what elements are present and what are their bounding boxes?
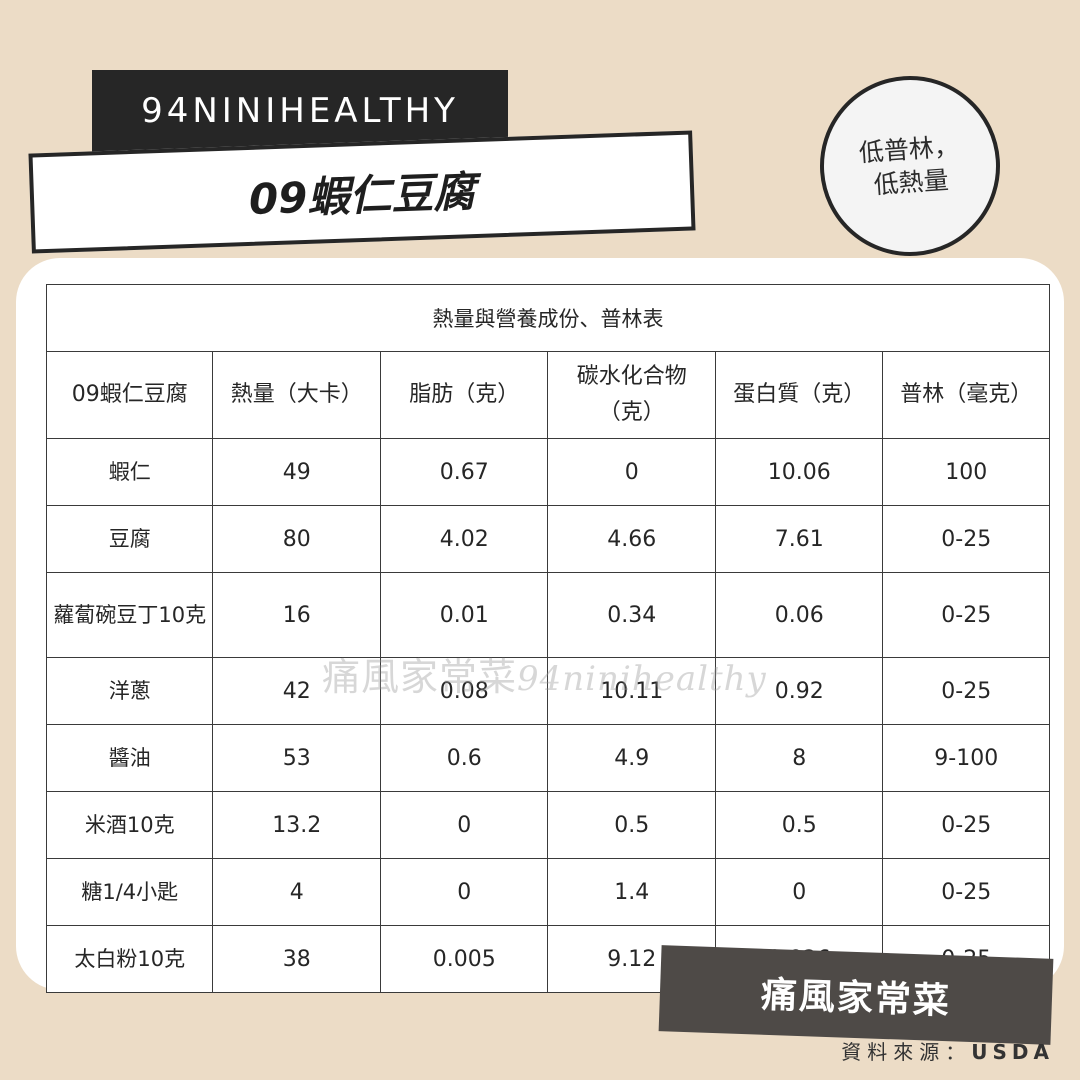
purine-cell: 100	[882, 438, 1050, 506]
purine-cell: 0-25	[882, 858, 1050, 926]
ingredient-name: 蘿蔔碗豆丁10克	[45, 572, 214, 658]
protein-cell: 10.06	[714, 438, 884, 506]
calories-cell: 13.2	[212, 791, 381, 859]
carbs-cell: 4.66	[547, 505, 716, 573]
ingredient-name: 糖1/4小匙	[45, 858, 214, 926]
column-header-carbs: 碳水化合物（克）	[547, 351, 716, 439]
ingredient-name: 蝦仁	[45, 438, 214, 506]
table-caption: 熱量與營養成份、普林表	[46, 284, 1050, 352]
carbs-cell: 0.5	[547, 791, 716, 859]
carbs-cell: 10.11	[547, 657, 716, 725]
fat-cell: 0.6	[379, 724, 549, 792]
ingredient-name: 豆腐	[45, 505, 214, 573]
fat-cell: 0	[379, 791, 549, 859]
fat-cell: 0	[379, 858, 549, 926]
fat-cell: 4.02	[379, 505, 549, 573]
ingredient-name: 洋蔥	[45, 657, 214, 725]
brand-name: 94NINIHEALTHY	[141, 91, 459, 131]
column-header-protein: 蛋白質（克）	[714, 351, 884, 439]
purine-cell: 9-100	[882, 724, 1050, 792]
calories-cell: 16	[212, 572, 381, 658]
table-row: 蝦仁 49 0.67 0 10.06 100	[45, 438, 1050, 506]
table-header-row: 09蝦仁豆腐 熱量（大卡） 脂肪（克） 碳水化合物（克） 蛋白質（克） 普林（毫…	[45, 351, 1050, 439]
low-purine-badge: 低普林， 低熱量	[813, 69, 1007, 263]
ingredient-name: 醬油	[45, 724, 214, 792]
calories-cell: 80	[212, 505, 381, 573]
source-prefix: 資料來源：	[841, 1040, 972, 1064]
column-header-calories: 熱量（大卡）	[212, 351, 381, 439]
protein-cell: 7.61	[714, 505, 884, 573]
ingredient-name: 太白粉10克	[45, 925, 214, 993]
calories-cell: 42	[212, 657, 381, 725]
data-source: 資料來源：USDA	[841, 1036, 1054, 1065]
ingredient-name: 米酒10克	[45, 791, 214, 859]
protein-cell: 0.06	[714, 572, 884, 658]
footer-label-text: 痛風家常菜	[760, 974, 952, 1023]
brand-banner: 94NINIHEALTHY	[92, 70, 508, 152]
column-header-purine: 普林（毫克）	[882, 351, 1050, 439]
column-header-fat: 脂肪（克）	[379, 351, 549, 439]
fat-cell: 0.08	[379, 657, 549, 725]
table-row: 太白粉10克 38 0.005 9.12 0.026 0-25	[45, 925, 1050, 993]
protein-cell: 8	[714, 724, 884, 792]
badge-line-2: 低熱量	[872, 165, 950, 200]
recipe-title: 09蝦仁豆腐	[248, 166, 477, 224]
fat-cell: 0.01	[379, 572, 549, 658]
calories-cell: 4	[212, 858, 381, 926]
purine-cell: 0-25	[882, 505, 1050, 573]
calories-cell: 49	[212, 438, 381, 506]
carbs-cell: 0	[547, 438, 716, 506]
table-row: 蘿蔔碗豆丁10克 16 0.01 0.34 0.06 0-25	[45, 572, 1050, 658]
purine-cell: 0-25	[882, 791, 1050, 859]
carbs-cell: 0.34	[547, 572, 716, 658]
protein-cell: 0.5	[714, 791, 884, 859]
calories-cell: 38	[212, 925, 381, 993]
carbs-cell: 4.9	[547, 724, 716, 792]
fat-cell: 0.67	[379, 438, 549, 506]
protein-cell: 0.92	[714, 657, 884, 725]
footer-label: 痛風家常菜	[658, 945, 1054, 1045]
purine-cell: 0-25	[882, 572, 1050, 658]
column-header-dish: 09蝦仁豆腐	[45, 351, 214, 439]
protein-cell: 0	[714, 858, 884, 926]
table-row: 洋蔥 42 0.08 10.11 0.92 0-25	[45, 657, 1050, 725]
table-row: 米酒10克 13.2 0 0.5 0.5 0-25	[45, 791, 1050, 859]
nutrition-table: 熱量與營養成份、普林表 09蝦仁豆腐 熱量（大卡） 脂肪（克） 碳水化合物（克）…	[45, 284, 1050, 993]
table-row: 糖1/4小匙 4 0 1.4 0 0-25	[45, 858, 1050, 926]
table-row: 醬油 53 0.6 4.9 8 9-100	[45, 724, 1050, 792]
purine-cell: 0-25	[882, 657, 1050, 725]
fat-cell: 0.005	[379, 925, 549, 993]
table-row: 豆腐 80 4.02 4.66 7.61 0-25	[45, 505, 1050, 573]
source-name: USDA	[971, 1040, 1054, 1064]
carbs-cell: 1.4	[547, 858, 716, 926]
calories-cell: 53	[212, 724, 381, 792]
